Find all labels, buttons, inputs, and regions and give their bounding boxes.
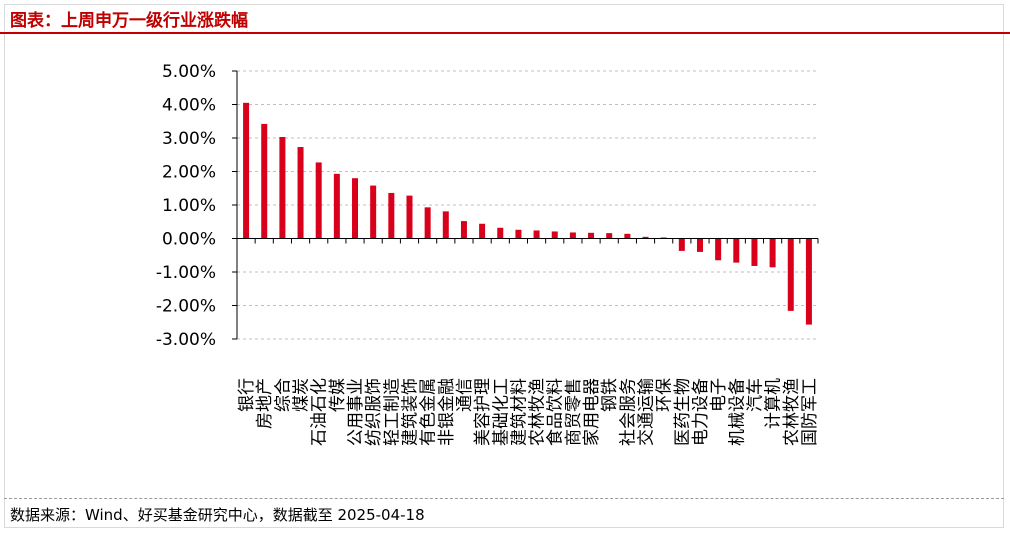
bar <box>442 211 449 239</box>
title-bar: 图表：上周申万一级行业涨跌幅 <box>0 0 1010 34</box>
y-tick-label: 0.00% <box>162 230 216 250</box>
bar <box>261 123 268 239</box>
x-tick-label: 房地产 <box>255 378 275 429</box>
y-tick-label: -3.00% <box>156 330 216 350</box>
bar <box>751 238 758 266</box>
x-tick-label: 计算机 <box>764 378 784 429</box>
x-tick-label: 轻工制造 <box>382 378 402 446</box>
x-axis-ticks: 银行房地产综合煤炭石油石化传媒公用事业纺织服饰轻工制造建筑装饰有色金属非银金融通… <box>236 238 820 446</box>
footer-divider <box>4 498 1004 499</box>
x-tick-label: 基础化工 <box>491 378 511 446</box>
x-tick-label: 公用事业 <box>346 378 366 446</box>
y-tick-label: 2.00% <box>162 163 216 183</box>
x-tick-label: 国防军工 <box>800 378 820 446</box>
x-tick-label: 非银金融 <box>437 378 457 446</box>
y-axis-ticks: 5.00% 4.00% 3.00% 2.00% 1.00% 0.00% -1.00% -2.0… <box>156 62 237 350</box>
bar <box>515 229 522 239</box>
y-tick-label: -2.00% <box>156 297 216 317</box>
bar <box>696 238 703 252</box>
bar <box>497 227 504 239</box>
x-tick-label: 煤炭 <box>292 378 312 412</box>
x-tick-label: 建筑材料 <box>509 378 529 446</box>
chart-frame <box>4 4 1004 528</box>
source-note: 数据来源：Wind、好买基金研究中心，数据截至 2025-04-18 <box>10 506 425 524</box>
bar <box>715 238 722 261</box>
bar <box>569 232 576 239</box>
x-tick-label: 通信 <box>455 378 475 412</box>
bar <box>769 238 776 268</box>
bar <box>805 238 812 325</box>
x-tick-label: 商贸零售 <box>564 378 584 446</box>
x-tick-label: 电子 <box>709 378 729 412</box>
x-tick-label: 医药生物 <box>673 378 693 446</box>
x-tick-label: 机械设备 <box>727 378 747 446</box>
bar <box>315 162 322 239</box>
bar <box>678 238 685 251</box>
bar <box>642 236 649 239</box>
x-tick-label: 农林牧渔 <box>528 378 548 446</box>
bar <box>533 230 540 239</box>
x-tick-label: 家用电器 <box>582 378 602 446</box>
bar <box>660 237 667 239</box>
bar <box>370 185 377 239</box>
x-tick-label: 社会服务 <box>618 378 638 446</box>
bar <box>279 136 286 239</box>
x-tick-label: 汽车 <box>745 378 765 412</box>
x-tick-label: 钢铁 <box>600 378 620 412</box>
x-tick-label: 建筑装饰 <box>400 378 420 446</box>
x-tick-label: 传媒 <box>328 378 348 412</box>
bar <box>588 232 595 239</box>
y-tick-label: -1.00% <box>156 263 216 283</box>
bar <box>424 207 431 239</box>
x-tick-label: 美容护理 <box>473 378 493 446</box>
chart-title: 图表：上周申万一级行业涨跌幅 <box>10 11 248 31</box>
bar <box>388 192 395 239</box>
y-tick-label: 3.00% <box>162 129 216 149</box>
bar <box>243 102 250 239</box>
bar <box>787 238 794 311</box>
bars <box>243 102 812 325</box>
bar <box>460 221 467 239</box>
bar <box>352 178 359 239</box>
bar <box>406 195 413 239</box>
y-tick-label: 4.00% <box>162 96 216 116</box>
x-tick-label: 电力设备 <box>691 378 711 446</box>
bar <box>297 147 304 239</box>
x-tick-label: 银行 <box>237 378 257 412</box>
x-tick-label: 食品饮料 <box>546 378 566 446</box>
x-tick-label: 石油石化 <box>310 378 330 446</box>
bar <box>606 233 613 239</box>
y-tick-label: 1.00% <box>162 196 216 216</box>
x-tick-label: 有色金属 <box>419 378 439 446</box>
bar <box>333 173 340 239</box>
x-tick-label: 环保 <box>655 378 675 412</box>
x-tick-label: 纺织服饰 <box>364 378 384 446</box>
bar <box>479 223 486 239</box>
grid-lines <box>237 70 818 340</box>
x-tick-label: 综合 <box>273 378 293 412</box>
x-tick-label: 交通运输 <box>637 378 657 446</box>
bar <box>624 233 631 239</box>
bar <box>733 238 740 263</box>
y-tick-label: 5.00% <box>162 62 216 82</box>
x-tick-label: 农林牧渔 <box>782 378 802 446</box>
bar <box>551 231 558 239</box>
